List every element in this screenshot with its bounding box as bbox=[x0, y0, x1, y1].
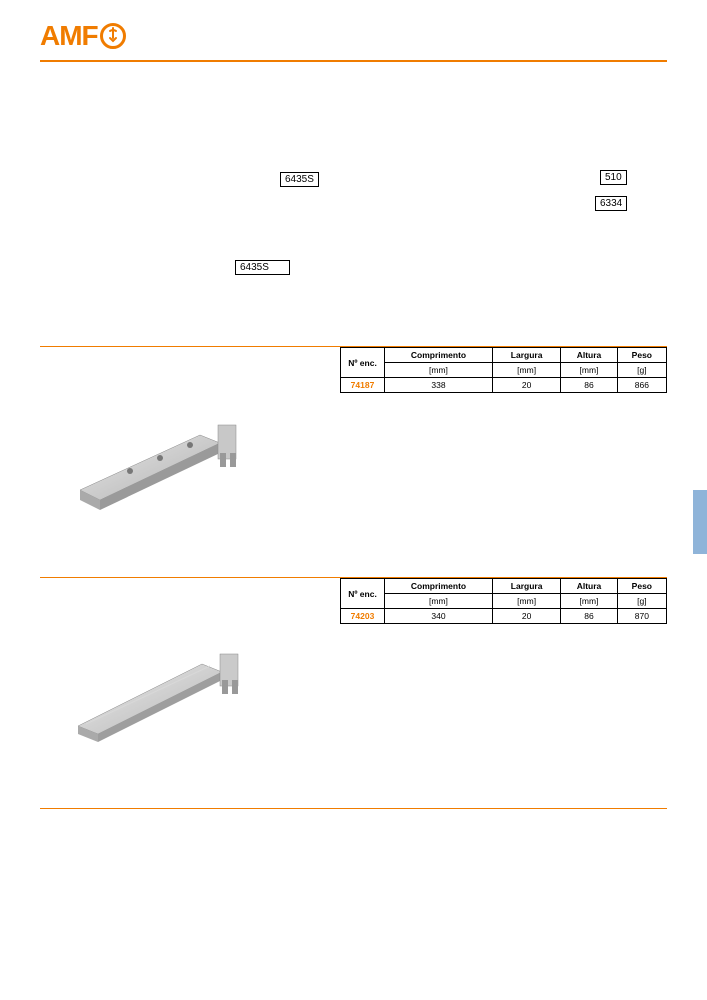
td-c: 338 bbox=[385, 378, 493, 393]
ref-tag-6334: 6334 bbox=[595, 196, 627, 211]
product1-table: Nº enc. Comprimento Largura Altura Peso … bbox=[340, 347, 667, 393]
th-peso: Peso bbox=[617, 348, 666, 363]
logo-text: AMF bbox=[40, 20, 98, 52]
td-a: 86 bbox=[561, 609, 617, 624]
th-enc: Nº enc. bbox=[341, 579, 385, 609]
table-row: [mm] [mm] [mm] [g] bbox=[341, 594, 667, 609]
th-altura: Altura bbox=[561, 348, 617, 363]
unit-c: [mm] bbox=[385, 594, 493, 609]
product1-image-col bbox=[40, 347, 340, 577]
header: AMF bbox=[40, 18, 667, 54]
unit-p: [g] bbox=[617, 363, 666, 378]
product1-table-col: Nº enc. Comprimento Largura Altura Peso … bbox=[340, 347, 667, 577]
table-row: [mm] [mm] [mm] [g] bbox=[341, 363, 667, 378]
product-block-1: Nº enc. Comprimento Largura Altura Peso … bbox=[40, 347, 667, 577]
unit-p: [g] bbox=[617, 594, 666, 609]
th-enc: Nº enc. bbox=[341, 348, 385, 378]
ref-tag-6435s-b: 6435S bbox=[235, 260, 290, 275]
page: AMF 6435S 510 6334 6435S bbox=[0, 0, 707, 809]
product2-image-col bbox=[40, 578, 340, 808]
th-peso: Peso bbox=[617, 579, 666, 594]
th-largura: Largura bbox=[492, 579, 560, 594]
unit-l: [mm] bbox=[492, 363, 560, 378]
th-largura: Largura bbox=[492, 348, 560, 363]
logo-icon bbox=[100, 23, 126, 49]
reference-area: 6435S 510 6334 6435S bbox=[40, 62, 667, 272]
side-tab bbox=[693, 490, 707, 554]
td-p: 870 bbox=[617, 609, 666, 624]
unit-c: [mm] bbox=[385, 363, 493, 378]
table-row: Nº enc. Comprimento Largura Altura Peso bbox=[341, 579, 667, 594]
th-altura: Altura bbox=[561, 579, 617, 594]
product-block-2: Nº enc. Comprimento Largura Altura Peso … bbox=[40, 578, 667, 808]
table-row: Nº enc. Comprimento Largura Altura Peso bbox=[341, 348, 667, 363]
unit-a: [mm] bbox=[561, 594, 617, 609]
th-comprimento: Comprimento bbox=[385, 579, 493, 594]
unit-a: [mm] bbox=[561, 363, 617, 378]
product2-table-col: Nº enc. Comprimento Largura Altura Peso … bbox=[340, 578, 667, 808]
td-p: 866 bbox=[617, 378, 666, 393]
td-l: 20 bbox=[492, 378, 560, 393]
product2-table: Nº enc. Comprimento Largura Altura Peso … bbox=[340, 578, 667, 624]
table-row: 74187 338 20 86 866 bbox=[341, 378, 667, 393]
td-enc: 74203 bbox=[341, 609, 385, 624]
product1-image bbox=[70, 395, 250, 525]
th-comprimento: Comprimento bbox=[385, 348, 493, 363]
ref-tag-510: 510 bbox=[600, 170, 627, 185]
td-c: 340 bbox=[385, 609, 493, 624]
unit-l: [mm] bbox=[492, 594, 560, 609]
table-row: 74203 340 20 86 870 bbox=[341, 609, 667, 624]
ref-tag-6435s-a: 6435S bbox=[280, 172, 319, 187]
td-enc: 74187 bbox=[341, 378, 385, 393]
product2-image bbox=[70, 626, 250, 756]
td-a: 86 bbox=[561, 378, 617, 393]
logo-inner-icon bbox=[107, 27, 119, 46]
bottom-rule bbox=[40, 808, 667, 809]
td-l: 20 bbox=[492, 609, 560, 624]
